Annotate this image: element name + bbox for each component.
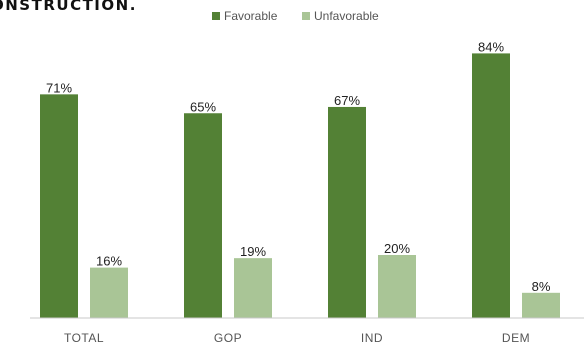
- bar-unfavorable-gop: [234, 258, 272, 318]
- x-axis-ticks: TOTAL GOP IND DEM: [64, 331, 530, 345]
- legend: Favorable Unfavorable: [212, 9, 379, 23]
- legend-label-unfavorable: Unfavorable: [314, 9, 379, 23]
- bar-unfavorable-total: [90, 267, 128, 318]
- value-label-favorable-gop: 65%: [190, 99, 216, 114]
- value-label-favorable-total: 71%: [46, 80, 72, 95]
- tick-label-dem: DEM: [502, 331, 530, 345]
- legend-swatch-favorable: [212, 12, 220, 20]
- value-label-favorable-ind: 67%: [334, 93, 360, 108]
- tick-label-total: TOTAL: [64, 331, 104, 345]
- bar-favorable-ind: [328, 106, 366, 318]
- bar-favorable-gop: [184, 113, 222, 318]
- bar-favorable-dem: [472, 53, 510, 319]
- tick-label-ind: IND: [361, 331, 383, 345]
- value-label-unfavorable-ind: 20%: [384, 241, 410, 256]
- tick-label-gop: GOP: [214, 331, 242, 345]
- bar-unfavorable-dem: [522, 292, 560, 318]
- bars: 71% 16% 65% 19% 67% 20% 84% 8%: [40, 39, 560, 319]
- chart-title: ONSTRUCTION.: [0, 0, 137, 14]
- legend-label-favorable: Favorable: [224, 9, 278, 23]
- bar-favorable-total: [40, 94, 78, 318]
- value-label-favorable-dem: 84%: [478, 39, 504, 54]
- value-label-unfavorable-gop: 19%: [240, 244, 266, 259]
- value-label-unfavorable-total: 16%: [96, 254, 122, 269]
- legend-swatch-unfavorable: [302, 12, 310, 20]
- value-label-unfavorable-dem: 8%: [532, 279, 551, 294]
- bar-unfavorable-ind: [378, 255, 416, 318]
